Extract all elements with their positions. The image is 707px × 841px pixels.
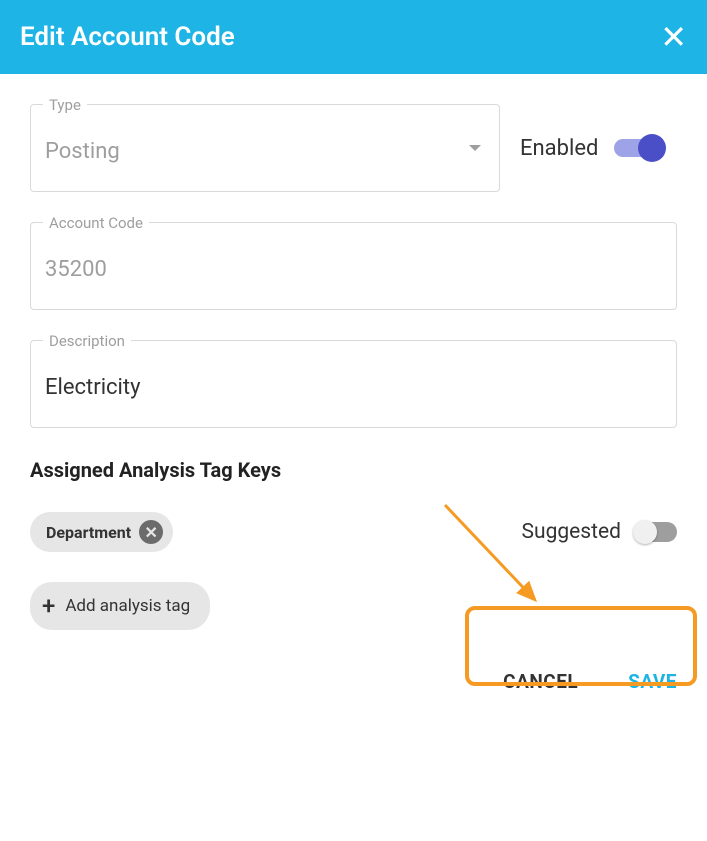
plus-icon: + (42, 592, 55, 620)
type-value: Posting (45, 139, 485, 164)
tag-chip-department: Department ✕ (30, 512, 173, 552)
description-value: Electricity (45, 375, 662, 400)
close-icon[interactable]: ✕ (660, 21, 687, 53)
dialog-title: Edit Account Code (20, 22, 235, 52)
chevron-down-icon (469, 145, 481, 151)
suggested-toggle-block: Suggested (522, 520, 677, 544)
description-input[interactable]: Description Electricity (30, 340, 677, 428)
remove-tag-icon[interactable]: ✕ (139, 520, 163, 544)
analysis-tags-section-title: Assigned Analysis Tag Keys (30, 458, 677, 482)
enabled-toggle[interactable] (614, 139, 662, 157)
description-label: Description (43, 332, 131, 350)
enabled-toggle-block: Enabled (520, 136, 662, 161)
row-type-enabled: Type Posting Enabled (30, 104, 677, 222)
type-select[interactable]: Type Posting (30, 104, 500, 192)
enabled-label: Enabled (520, 136, 598, 161)
dialog-actions: CANCEL SAVE (0, 630, 707, 693)
dialog-header: Edit Account Code ✕ (0, 0, 707, 74)
suggested-toggle[interactable] (635, 522, 677, 542)
account-code-value: 35200 (45, 257, 662, 282)
tag-row: Department ✕ Suggested (30, 512, 677, 552)
account-code-label: Account Code (43, 214, 149, 232)
type-label: Type (43, 96, 87, 114)
add-analysis-tag-button[interactable]: + Add analysis tag (30, 582, 210, 630)
add-tag-label: Add analysis tag (65, 596, 190, 616)
suggested-label: Suggested (522, 520, 621, 544)
dialog-content: Type Posting Enabled Account Code 35200 … (0, 74, 707, 630)
cancel-button[interactable]: CANCEL (503, 670, 578, 693)
account-code-input[interactable]: Account Code 35200 (30, 222, 677, 310)
tag-chip-label: Department (46, 523, 131, 542)
save-button[interactable]: SAVE (628, 670, 677, 693)
